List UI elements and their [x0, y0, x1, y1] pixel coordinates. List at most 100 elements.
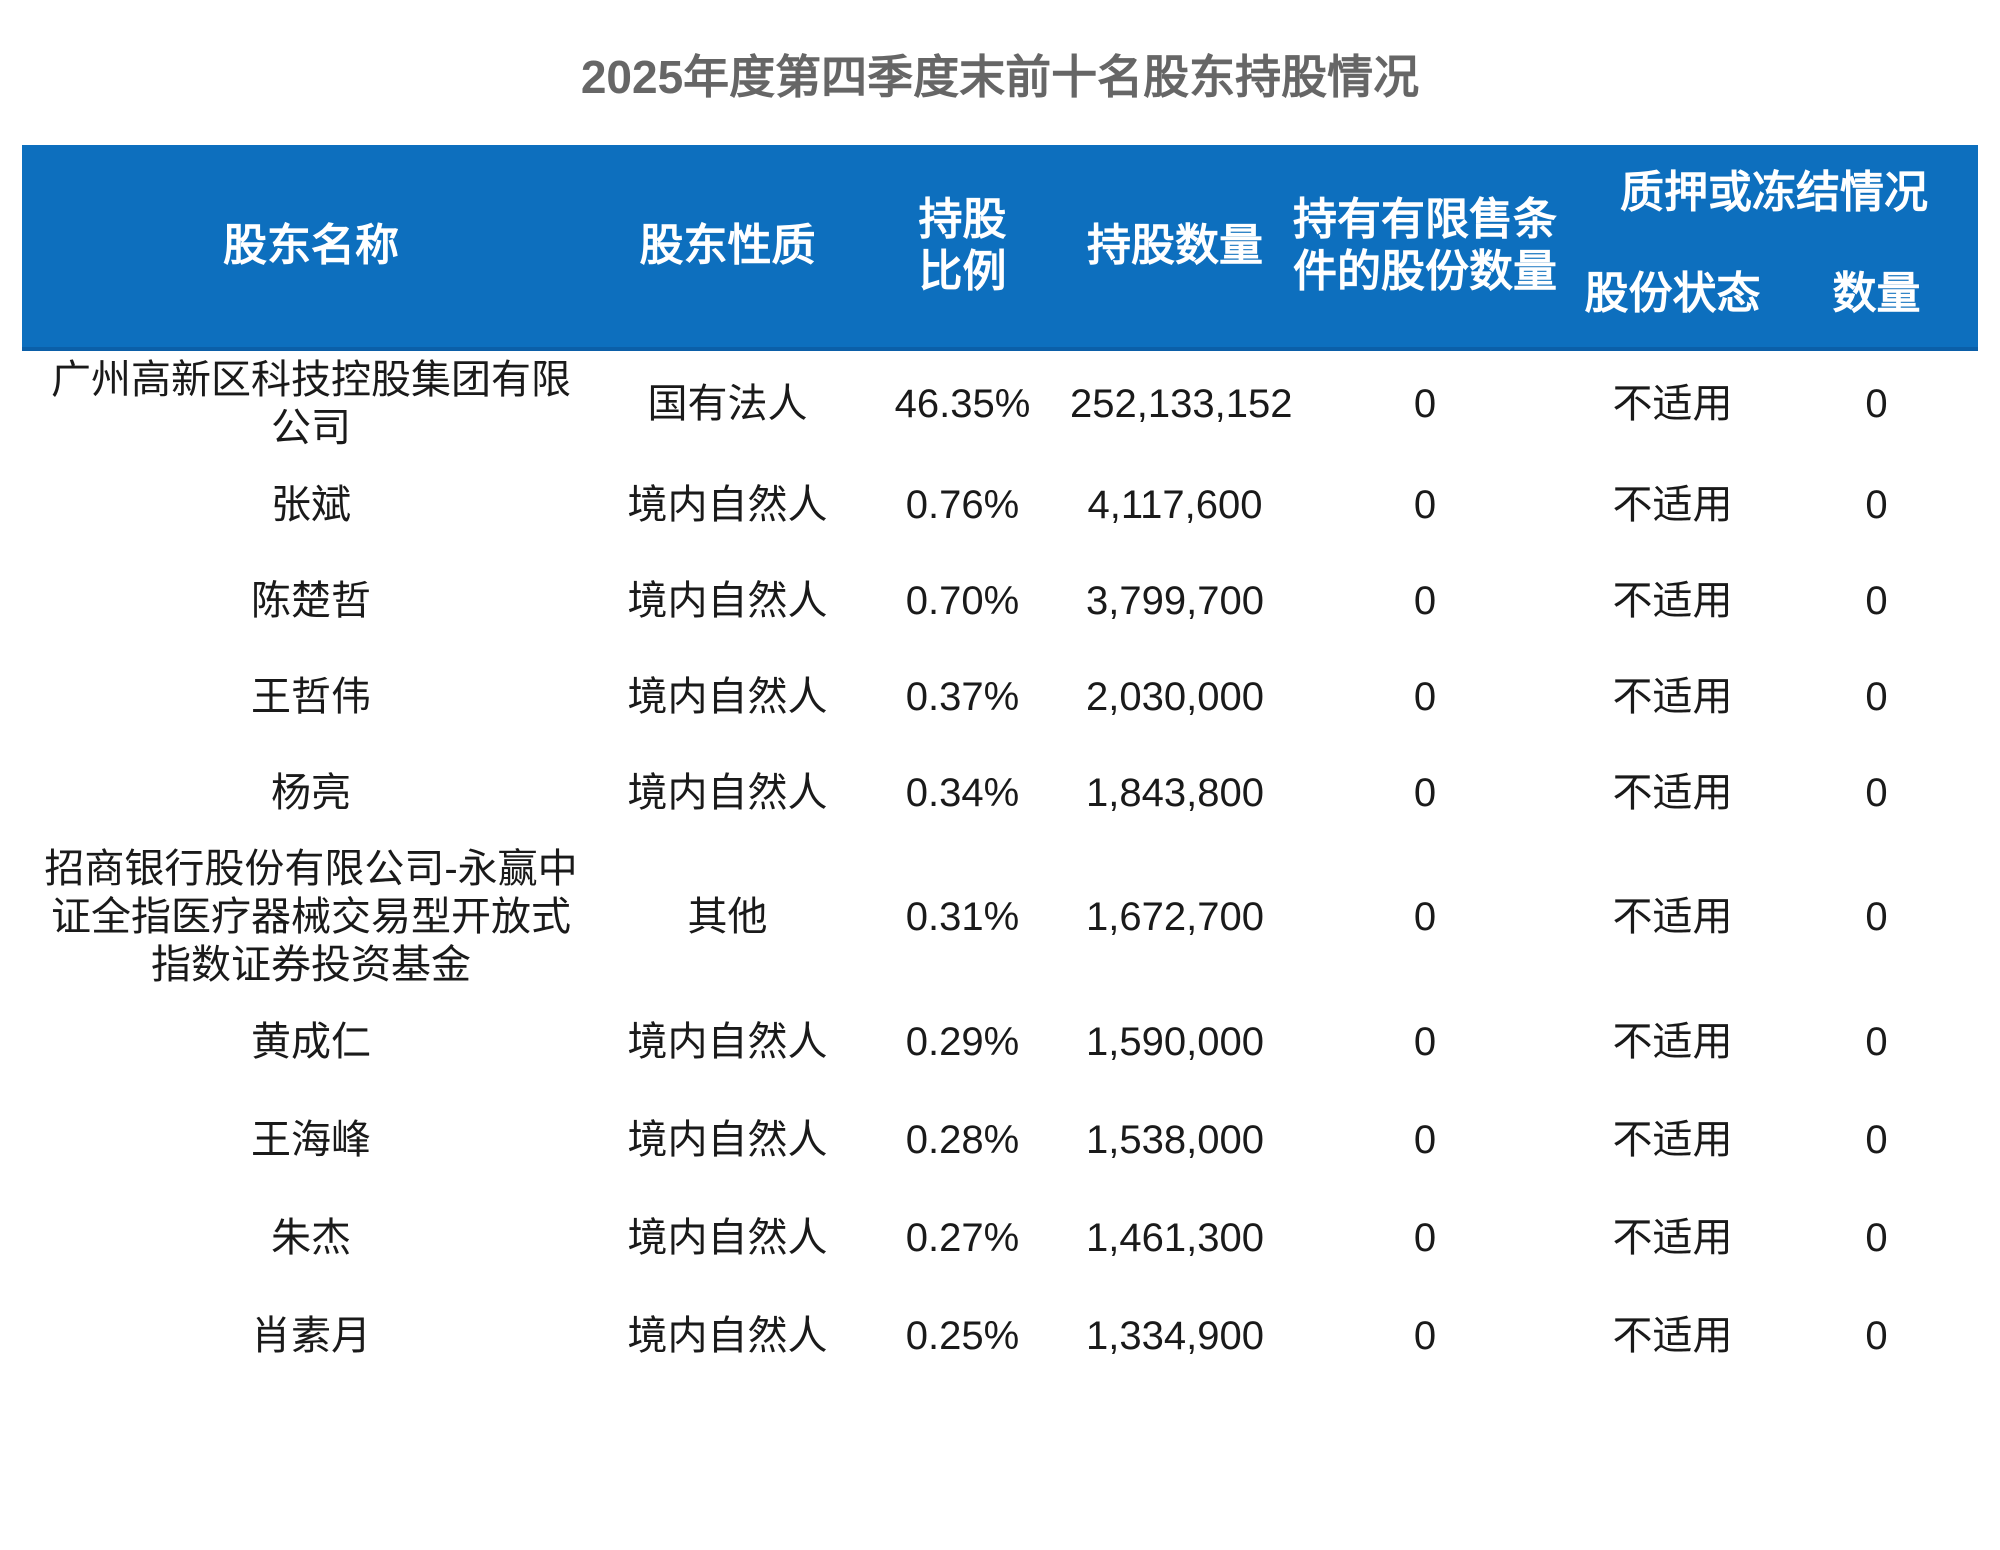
cell-share-status: 不适用: [1612, 895, 1733, 940]
shareholder-name-text: 招商银行股份有限公司-永赢中证全指医疗器械交易型开放式指数证券投资基金: [44, 847, 578, 988]
cell-shareholding-ratio: 0.27%: [905, 1216, 1020, 1261]
cell-shareholder-nature: 境内自然人: [627, 675, 828, 720]
cell-shareholder-nature: 境内自然人: [627, 771, 828, 816]
table-row: 杨亮 境内自然人 0.34% 1,843,800 0 不适用 0: [22, 745, 1978, 841]
cell-restricted-shares: 0: [1413, 1020, 1437, 1065]
header-shareholder-name: 股东名称: [22, 145, 600, 352]
cell-shareholder-name: 张斌: [22, 457, 600, 553]
cell-pledge-quantity: 0: [1865, 382, 1888, 427]
cell-shareholder-nature: 境内自然人: [627, 579, 828, 624]
cell-pledge-quantity: 0: [1865, 1314, 1888, 1359]
cell-shareholder-nature: 境内自然人: [627, 1216, 828, 1261]
header-pledge-or-freeze: 质押或冻结情况: [1570, 145, 1978, 241]
cell-share-status: 不适用: [1612, 382, 1733, 427]
cell-shareholder-nature: 国有法人: [647, 382, 808, 427]
cell-restricted-shares: 0: [1413, 579, 1437, 624]
cell-share-status: 不适用: [1612, 771, 1733, 816]
cell-shareholder-name: 广州高新区科技控股集团有限公司: [22, 349, 600, 457]
cell-restricted-shares: 0: [1413, 1216, 1437, 1261]
cell-shares-held: 1,672,700: [1086, 895, 1264, 940]
cell-restricted-shares: 0: [1413, 483, 1437, 528]
cell-shareholder-name: 招商银行股份有限公司-永赢中证全指医疗器械交易型开放式指数证券投资基金: [22, 841, 600, 993]
cell-shareholder-name: 王哲伟: [22, 649, 600, 745]
cell-shares-held: 1,843,800: [1086, 771, 1264, 816]
table-row: 肖素月 境内自然人 0.25% 1,334,900 0 不适用 0: [22, 1287, 1978, 1385]
cell-pledge-quantity: 0: [1865, 483, 1888, 528]
cell-shareholding-ratio: 0.29%: [905, 1020, 1020, 1065]
cell-shares-held: 252,133,152: [1070, 382, 1293, 427]
cell-shareholding-ratio: 0.76%: [905, 483, 1020, 528]
header-quantity: 数量: [1775, 240, 1978, 352]
cell-share-status: 不适用: [1612, 1216, 1733, 1261]
page-title: 2025年度第四季度末前十名股东持股情况: [580, 51, 1420, 103]
cell-restricted-shares: 0: [1413, 1118, 1437, 1163]
shareholder-name-text: 陈楚哲: [251, 579, 371, 624]
header-restricted-shares-label: 持有有限售条件的股份数量: [1293, 195, 1557, 297]
header-share-status: 股份状态: [1570, 240, 1775, 352]
cell-share-status: 不适用: [1612, 1118, 1733, 1163]
cell-shareholding-ratio: 0.28%: [905, 1118, 1020, 1163]
cell-restricted-shares: 0: [1413, 675, 1437, 720]
cell-share-status: 不适用: [1612, 483, 1733, 528]
table-row: 张斌 境内自然人 0.76% 4,117,600 0 不适用 0: [22, 457, 1978, 553]
cell-restricted-shares: 0: [1413, 895, 1437, 940]
cell-pledge-quantity: 0: [1865, 1118, 1888, 1163]
cell-pledge-quantity: 0: [1865, 1020, 1888, 1065]
shareholder-name-text: 肖素月: [251, 1314, 371, 1359]
cell-shareholding-ratio: 0.25%: [905, 1314, 1020, 1359]
cell-share-status: 不适用: [1612, 1020, 1733, 1065]
shareholder-name-text: 王哲伟: [251, 675, 371, 720]
cell-shareholding-ratio: 46.35%: [894, 382, 1031, 427]
cell-shares-held: 4,117,600: [1087, 483, 1263, 528]
shareholder-name-text: 广州高新区科技控股集团有限公司: [51, 358, 571, 451]
cell-shareholder-name: 黄成仁: [22, 993, 600, 1091]
cell-shareholder-nature: 境内自然人: [627, 1118, 828, 1163]
shareholders-table: 股东名称 股东性质 持股比例 持股数量 持有有限售条件的股份数量 质押或冻结情况…: [22, 145, 1978, 1385]
cell-shares-held: 1,461,300: [1086, 1216, 1264, 1261]
shareholder-name-text: 王海峰: [251, 1118, 371, 1163]
header-shareholder-nature: 股东性质: [600, 145, 855, 352]
cell-share-status: 不适用: [1612, 1314, 1733, 1359]
cell-shareholder-name: 陈楚哲: [22, 553, 600, 649]
cell-shareholder-name: 朱杰: [22, 1189, 600, 1287]
cell-shares-held: 1,538,000: [1086, 1118, 1264, 1163]
cell-share-status: 不适用: [1612, 675, 1733, 720]
cell-shareholder-name: 王海峰: [22, 1091, 600, 1189]
cell-restricted-shares: 0: [1413, 771, 1437, 816]
cell-share-status: 不适用: [1612, 579, 1733, 624]
shareholder-name-text: 朱杰: [271, 1216, 351, 1261]
table-row: 陈楚哲 境内自然人 0.70% 3,799,700 0 不适用 0: [22, 553, 1978, 649]
shareholder-name-text: 杨亮: [271, 771, 351, 816]
header-shares-held: 持股数量: [1070, 145, 1280, 352]
table-body: 广州高新区科技控股集团有限公司 国有法人 46.35% 252,133,152 …: [22, 349, 1978, 1385]
cell-shareholder-nature: 其他: [687, 895, 768, 940]
cell-shares-held: 3,799,700: [1086, 579, 1264, 624]
cell-restricted-shares: 0: [1413, 1314, 1437, 1359]
cell-pledge-quantity: 0: [1865, 895, 1888, 940]
cell-shareholding-ratio: 0.31%: [905, 895, 1020, 940]
cell-shareholding-ratio: 0.37%: [905, 675, 1020, 720]
shareholder-name-text: 张斌: [271, 483, 351, 528]
cell-shareholder-nature: 境内自然人: [627, 1314, 828, 1359]
header-shareholding-ratio-label: 持股比例: [918, 195, 1007, 297]
cell-pledge-quantity: 0: [1865, 771, 1888, 816]
cell-shares-held: 1,590,000: [1086, 1020, 1264, 1065]
table-row: 王海峰 境内自然人 0.28% 1,538,000 0 不适用 0: [22, 1091, 1978, 1189]
shareholder-name-text: 黄成仁: [251, 1020, 371, 1065]
header-shareholding-ratio: 持股比例: [855, 145, 1070, 352]
table-row: 王哲伟 境内自然人 0.37% 2,030,000 0 不适用 0: [22, 649, 1978, 745]
cell-pledge-quantity: 0: [1865, 675, 1888, 720]
table-row: 招商银行股份有限公司-永赢中证全指医疗器械交易型开放式指数证券投资基金 其他 0…: [22, 841, 1978, 993]
document-page: 2025年度第四季度末前十名股东持股情况 股东名称 股东性质 持股比例 持股数量…: [0, 50, 2000, 1550]
cell-shareholder-nature: 境内自然人: [627, 483, 828, 528]
cell-pledge-quantity: 0: [1865, 579, 1888, 624]
cell-shares-held: 1,334,900: [1086, 1314, 1264, 1359]
cell-shareholder-name: 肖素月: [22, 1287, 600, 1385]
cell-restricted-shares: 0: [1413, 382, 1437, 427]
cell-shareholder-nature: 境内自然人: [627, 1020, 828, 1065]
cell-pledge-quantity: 0: [1865, 1216, 1888, 1261]
cell-shareholder-name: 杨亮: [22, 745, 600, 841]
cell-shares-held: 2,030,000: [1086, 675, 1264, 720]
cell-shareholding-ratio: 0.70%: [905, 579, 1020, 624]
header-restricted-shares: 持有有限售条件的股份数量: [1280, 145, 1570, 352]
